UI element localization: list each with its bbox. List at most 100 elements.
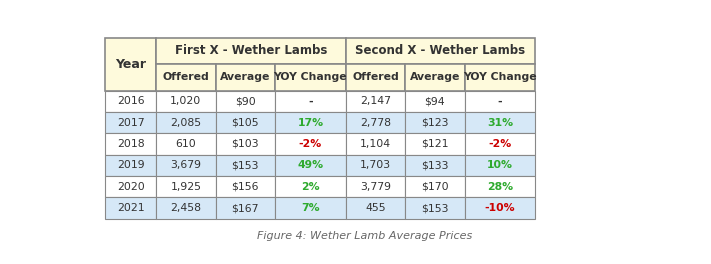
Bar [156, 197, 215, 219]
Text: $121: $121 [421, 139, 449, 149]
Bar [156, 91, 215, 112]
Text: 28%: 28% [487, 182, 513, 192]
Bar [215, 112, 275, 133]
Text: $94: $94 [424, 96, 445, 106]
Bar [215, 133, 275, 155]
Bar [156, 64, 215, 91]
Text: $123: $123 [421, 118, 449, 128]
Bar [215, 91, 275, 112]
Text: 2,458: 2,458 [171, 203, 201, 213]
Text: YOY Change: YOY Change [274, 72, 347, 82]
Bar [105, 197, 156, 219]
Bar [465, 112, 535, 133]
Text: $156: $156 [232, 182, 259, 192]
Bar [346, 91, 405, 112]
Text: 3,679: 3,679 [171, 160, 201, 170]
Text: $170: $170 [421, 182, 449, 192]
Text: 1,703: 1,703 [360, 160, 391, 170]
Text: -2%: -2% [299, 139, 322, 149]
Bar [405, 133, 465, 155]
Text: 2017: 2017 [117, 118, 144, 128]
Text: 31%: 31% [487, 118, 513, 128]
Text: 610: 610 [176, 139, 196, 149]
Bar [346, 64, 405, 91]
Text: 2021: 2021 [117, 203, 144, 213]
Text: $105: $105 [232, 118, 260, 128]
Text: Year: Year [115, 58, 146, 71]
Bar [105, 176, 156, 197]
Text: 2019: 2019 [117, 160, 144, 170]
Text: Offered: Offered [163, 72, 209, 82]
Bar [405, 91, 465, 112]
Text: 1,020: 1,020 [170, 96, 201, 106]
Text: 2,147: 2,147 [360, 96, 391, 106]
Text: Average: Average [220, 72, 271, 82]
Text: Figure 4: Wether Lamb Average Prices: Figure 4: Wether Lamb Average Prices [257, 231, 472, 241]
Text: $90: $90 [235, 96, 256, 106]
Bar [346, 155, 405, 176]
Text: 2%: 2% [301, 182, 320, 192]
Bar [105, 155, 156, 176]
Text: $133: $133 [421, 160, 449, 170]
Bar [275, 155, 346, 176]
Text: YOY Change: YOY Change [463, 72, 537, 82]
Bar [465, 176, 535, 197]
Text: 1,104: 1,104 [360, 139, 391, 149]
Bar [275, 91, 346, 112]
Text: $153: $153 [232, 160, 259, 170]
Text: Average: Average [410, 72, 460, 82]
Bar [105, 91, 156, 112]
Bar [465, 64, 535, 91]
Text: -: - [308, 96, 313, 106]
Text: 17%: 17% [297, 118, 324, 128]
Bar [275, 197, 346, 219]
Bar [105, 38, 156, 91]
Text: 2018: 2018 [117, 139, 144, 149]
Bar [346, 112, 405, 133]
Bar [105, 133, 156, 155]
Text: $153: $153 [421, 203, 449, 213]
Bar [105, 112, 156, 133]
Bar [405, 64, 465, 91]
Text: 1,925: 1,925 [171, 182, 201, 192]
Bar [405, 112, 465, 133]
Bar [275, 112, 346, 133]
Bar [275, 133, 346, 155]
Text: $103: $103 [232, 139, 260, 149]
Bar [156, 112, 215, 133]
Text: -: - [498, 96, 502, 106]
Bar [215, 176, 275, 197]
Text: 455: 455 [365, 203, 386, 213]
Bar [275, 64, 346, 91]
Text: 49%: 49% [297, 160, 324, 170]
Bar [346, 38, 535, 64]
Text: -2%: -2% [488, 139, 512, 149]
Bar [215, 64, 275, 91]
Bar [346, 197, 405, 219]
Bar [156, 133, 215, 155]
Text: 2020: 2020 [117, 182, 144, 192]
Text: 3,779: 3,779 [360, 182, 391, 192]
Bar [275, 176, 346, 197]
Text: 2,085: 2,085 [171, 118, 201, 128]
Text: Second X - Wether Lambs: Second X - Wether Lambs [356, 45, 525, 58]
Text: 10%: 10% [487, 160, 513, 170]
Text: 7%: 7% [301, 203, 320, 213]
Bar [465, 91, 535, 112]
Text: Offered: Offered [352, 72, 399, 82]
Text: -10%: -10% [485, 203, 515, 213]
Text: 2016: 2016 [117, 96, 144, 106]
Text: First X - Wether Lambs: First X - Wether Lambs [175, 45, 327, 58]
Bar [465, 155, 535, 176]
Bar [465, 133, 535, 155]
Bar [346, 176, 405, 197]
Bar [156, 38, 346, 64]
Bar [405, 197, 465, 219]
Bar [405, 155, 465, 176]
Bar [465, 197, 535, 219]
Text: 2,778: 2,778 [360, 118, 391, 128]
Text: $167: $167 [232, 203, 259, 213]
Bar [215, 197, 275, 219]
Bar [215, 155, 275, 176]
Bar [156, 176, 215, 197]
